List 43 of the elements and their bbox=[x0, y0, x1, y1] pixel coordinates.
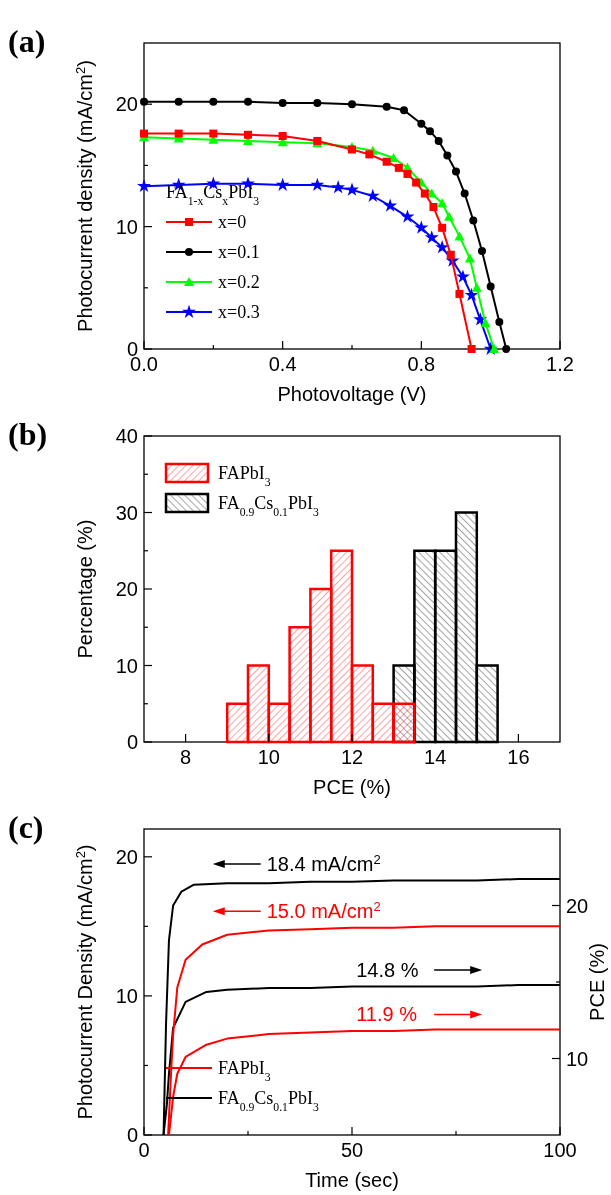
annotation: 11.9 % bbox=[356, 1003, 418, 1026]
y2-tick-label: 10 bbox=[566, 1047, 589, 1070]
legend-label: x=0.2 bbox=[218, 272, 260, 292]
y-tick-label: 30 bbox=[115, 501, 138, 524]
y-tick-label: 0 bbox=[126, 731, 138, 753]
x-tick-label: 50 bbox=[340, 1139, 364, 1161]
chart-title: (c) bbox=[8, 809, 44, 845]
legend-label: FAPbI$_{3}$ bbox=[218, 463, 271, 489]
x-tick-label: 8 bbox=[180, 746, 192, 768]
chart-title: (b) bbox=[8, 416, 48, 452]
y-axis-title: Percentage (%) bbox=[74, 519, 96, 659]
y2-tick-label: 20 bbox=[566, 894, 589, 917]
x-tick-label: 10 bbox=[257, 746, 280, 768]
y-tick-label: 20 bbox=[115, 845, 138, 868]
legend-label: FA$_{0.9}$Cs$_{0.1}$PbI$_{3}$ bbox=[218, 1088, 319, 1114]
y2-axis-title: PCE (%) bbox=[586, 943, 608, 1021]
x-tick-label: 0.4 bbox=[268, 353, 297, 375]
legend-label: FAPbI$_{3}$ bbox=[218, 1058, 271, 1084]
annotation: 18.4 mA/cm$^{2}$ bbox=[266, 851, 381, 876]
x-tick-label: 12 bbox=[340, 746, 364, 768]
x-axis-title: Photovoltage (V) bbox=[277, 383, 427, 405]
x-tick-label: 1.2 bbox=[546, 353, 574, 375]
y-tick-label: 10 bbox=[115, 215, 138, 238]
x-axis-title: Time (sec) bbox=[305, 1169, 399, 1191]
x-tick-label: 16 bbox=[507, 746, 530, 768]
chart-title: (a) bbox=[8, 23, 46, 59]
y-tick-label: 0 bbox=[126, 1124, 138, 1146]
legend-label: x=0 bbox=[218, 212, 247, 232]
x-tick-label: 14 bbox=[424, 746, 447, 768]
annotation: 14.8 % bbox=[356, 959, 419, 982]
y-tick-label: 10 bbox=[115, 984, 138, 1007]
x-tick-label: 100 bbox=[543, 1139, 577, 1161]
legend-label: x=0.1 bbox=[218, 242, 260, 262]
y-tick-label: 10 bbox=[115, 654, 138, 677]
x-axis-title: PCE (%) bbox=[313, 776, 391, 798]
y-tick-label: 20 bbox=[115, 93, 138, 116]
legend-label: x=0.3 bbox=[218, 302, 260, 322]
legend-title: FA$_{1-x}$Cs$_{x}$PbI$_{3}$ bbox=[166, 182, 260, 208]
y-tick-label: 20 bbox=[115, 578, 138, 600]
y-tick-label: 40 bbox=[115, 425, 138, 447]
annotation: 15.0 mA/cm$^{2}$ bbox=[266, 898, 381, 923]
x-tick-label: 0.8 bbox=[407, 353, 436, 375]
legend-label: FA$_{0.9}$Cs$_{0.1}$PbI$_{3}$ bbox=[218, 493, 319, 519]
